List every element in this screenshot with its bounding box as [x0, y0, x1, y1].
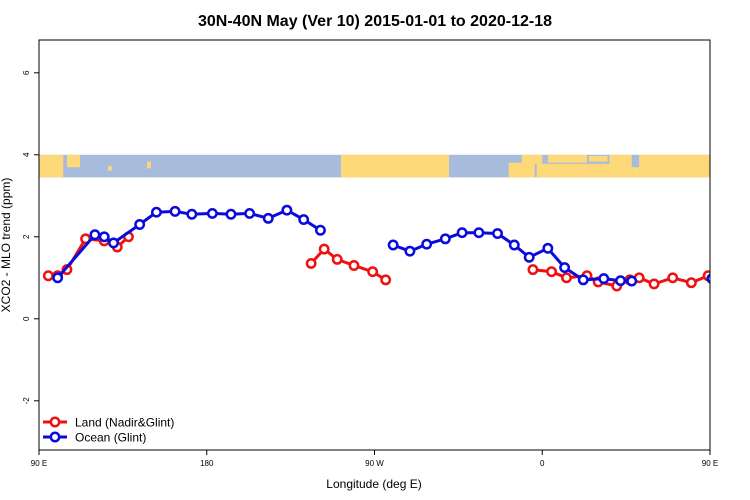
land-point: [739, 235, 747, 243]
land-point: [331, 253, 343, 265]
map-land: [39, 154, 64, 178]
land-point: [561, 272, 572, 284]
map-land: [340, 154, 450, 178]
legend-land-label: Land (Nadir&Glint): [75, 416, 174, 430]
ocean-point: [186, 208, 198, 220]
ocean-point: [577, 274, 589, 286]
ocean-point: [421, 238, 433, 250]
map-land: [588, 155, 608, 162]
x-tick-label: 90 E: [31, 459, 47, 468]
ocean-point: [492, 228, 503, 239]
y-tick-label: 4: [22, 152, 31, 157]
land-point: [367, 266, 379, 278]
ocean-point: [523, 251, 535, 263]
ocean-point: [206, 207, 218, 219]
ocean-point: [706, 273, 710, 284]
map-land: [107, 166, 112, 171]
land-point: [380, 274, 392, 286]
ocean-point: [473, 227, 485, 239]
ocean-point: [89, 229, 101, 241]
y-axis-label: XCO2 - MLO trend (ppm): [0, 178, 13, 313]
y-tick-label: 0: [22, 316, 31, 321]
map-land: [706, 168, 710, 178]
ocean-point: [150, 206, 162, 218]
map-land: [729, 155, 750, 166]
map-land: [508, 162, 535, 178]
land-point: [348, 260, 360, 271]
x-tick-label: 180: [200, 459, 214, 468]
map-land: [521, 154, 543, 164]
ocean-point: [98, 231, 110, 243]
ocean-point: [626, 275, 638, 287]
land-point: [527, 264, 539, 276]
x-tick-label: 0: [540, 459, 545, 468]
y-tick-label: 6: [22, 70, 31, 75]
map-land: [66, 154, 81, 168]
chart-title: 30N-40N May (Ver 10) 2015-01-01 to 2020-…: [198, 13, 552, 30]
land-point: [723, 265, 731, 273]
legend-ocean-label: Ocean (Glint): [75, 431, 146, 445]
map-land: [547, 154, 587, 163]
map-land: [609, 154, 632, 168]
ocean-point: [598, 273, 610, 285]
ocean-point: [169, 205, 181, 217]
land-point: [42, 270, 54, 282]
ocean-series-line: [712, 211, 750, 278]
map-land: [639, 154, 710, 178]
map-land: [536, 163, 627, 178]
ocean-point: [387, 239, 399, 251]
legend: Land (Nadir&Glint) Ocean (Glint): [43, 416, 174, 445]
ocean-point: [559, 262, 571, 273]
plot-frame: [38, 39, 711, 451]
map-land: [725, 164, 732, 172]
world-map-band: [39, 154, 750, 178]
ocean-point: [108, 237, 120, 249]
ocean-point: [404, 245, 416, 257]
ocean-point: [615, 275, 626, 287]
legend-land-marker: [49, 416, 61, 428]
land-point: [685, 277, 697, 289]
ocean-point: [281, 204, 293, 216]
x-axis-ticks: 90 E 180 90 W 0 90 E: [31, 450, 718, 468]
series-layer: [42, 204, 750, 292]
ocean-point: [298, 214, 310, 226]
map-land: [147, 161, 151, 169]
x-axis-label: Longitude (deg E): [326, 477, 421, 491]
y-tick-label: -2: [22, 397, 31, 405]
land-point: [667, 272, 679, 284]
ocean-point: [262, 212, 274, 224]
ocean-point: [456, 227, 468, 239]
ocean-point: [225, 208, 237, 220]
y-tick-label: 2: [22, 234, 31, 239]
land-point: [318, 243, 330, 255]
ocean-point: [439, 233, 451, 245]
ocean-point: [314, 224, 326, 236]
map-land: [624, 167, 640, 178]
ocean-point: [244, 207, 256, 219]
ocean-point: [52, 272, 64, 284]
ocean-point: [134, 219, 146, 230]
land-point: [648, 278, 660, 290]
land-point: [305, 258, 317, 269]
ocean-series-line: [56, 208, 322, 279]
ocean-point: [737, 231, 745, 239]
land-point: [546, 266, 558, 278]
y-axis-ticks: -2 0 2 4 6: [22, 70, 39, 404]
map-land: [346, 167, 360, 178]
x-tick-label: 90 E: [702, 459, 718, 468]
legend-ocean-marker: [49, 431, 61, 443]
ocean-point: [542, 242, 554, 254]
x-tick-label: 90 W: [365, 459, 384, 468]
ocean-point: [508, 239, 520, 251]
